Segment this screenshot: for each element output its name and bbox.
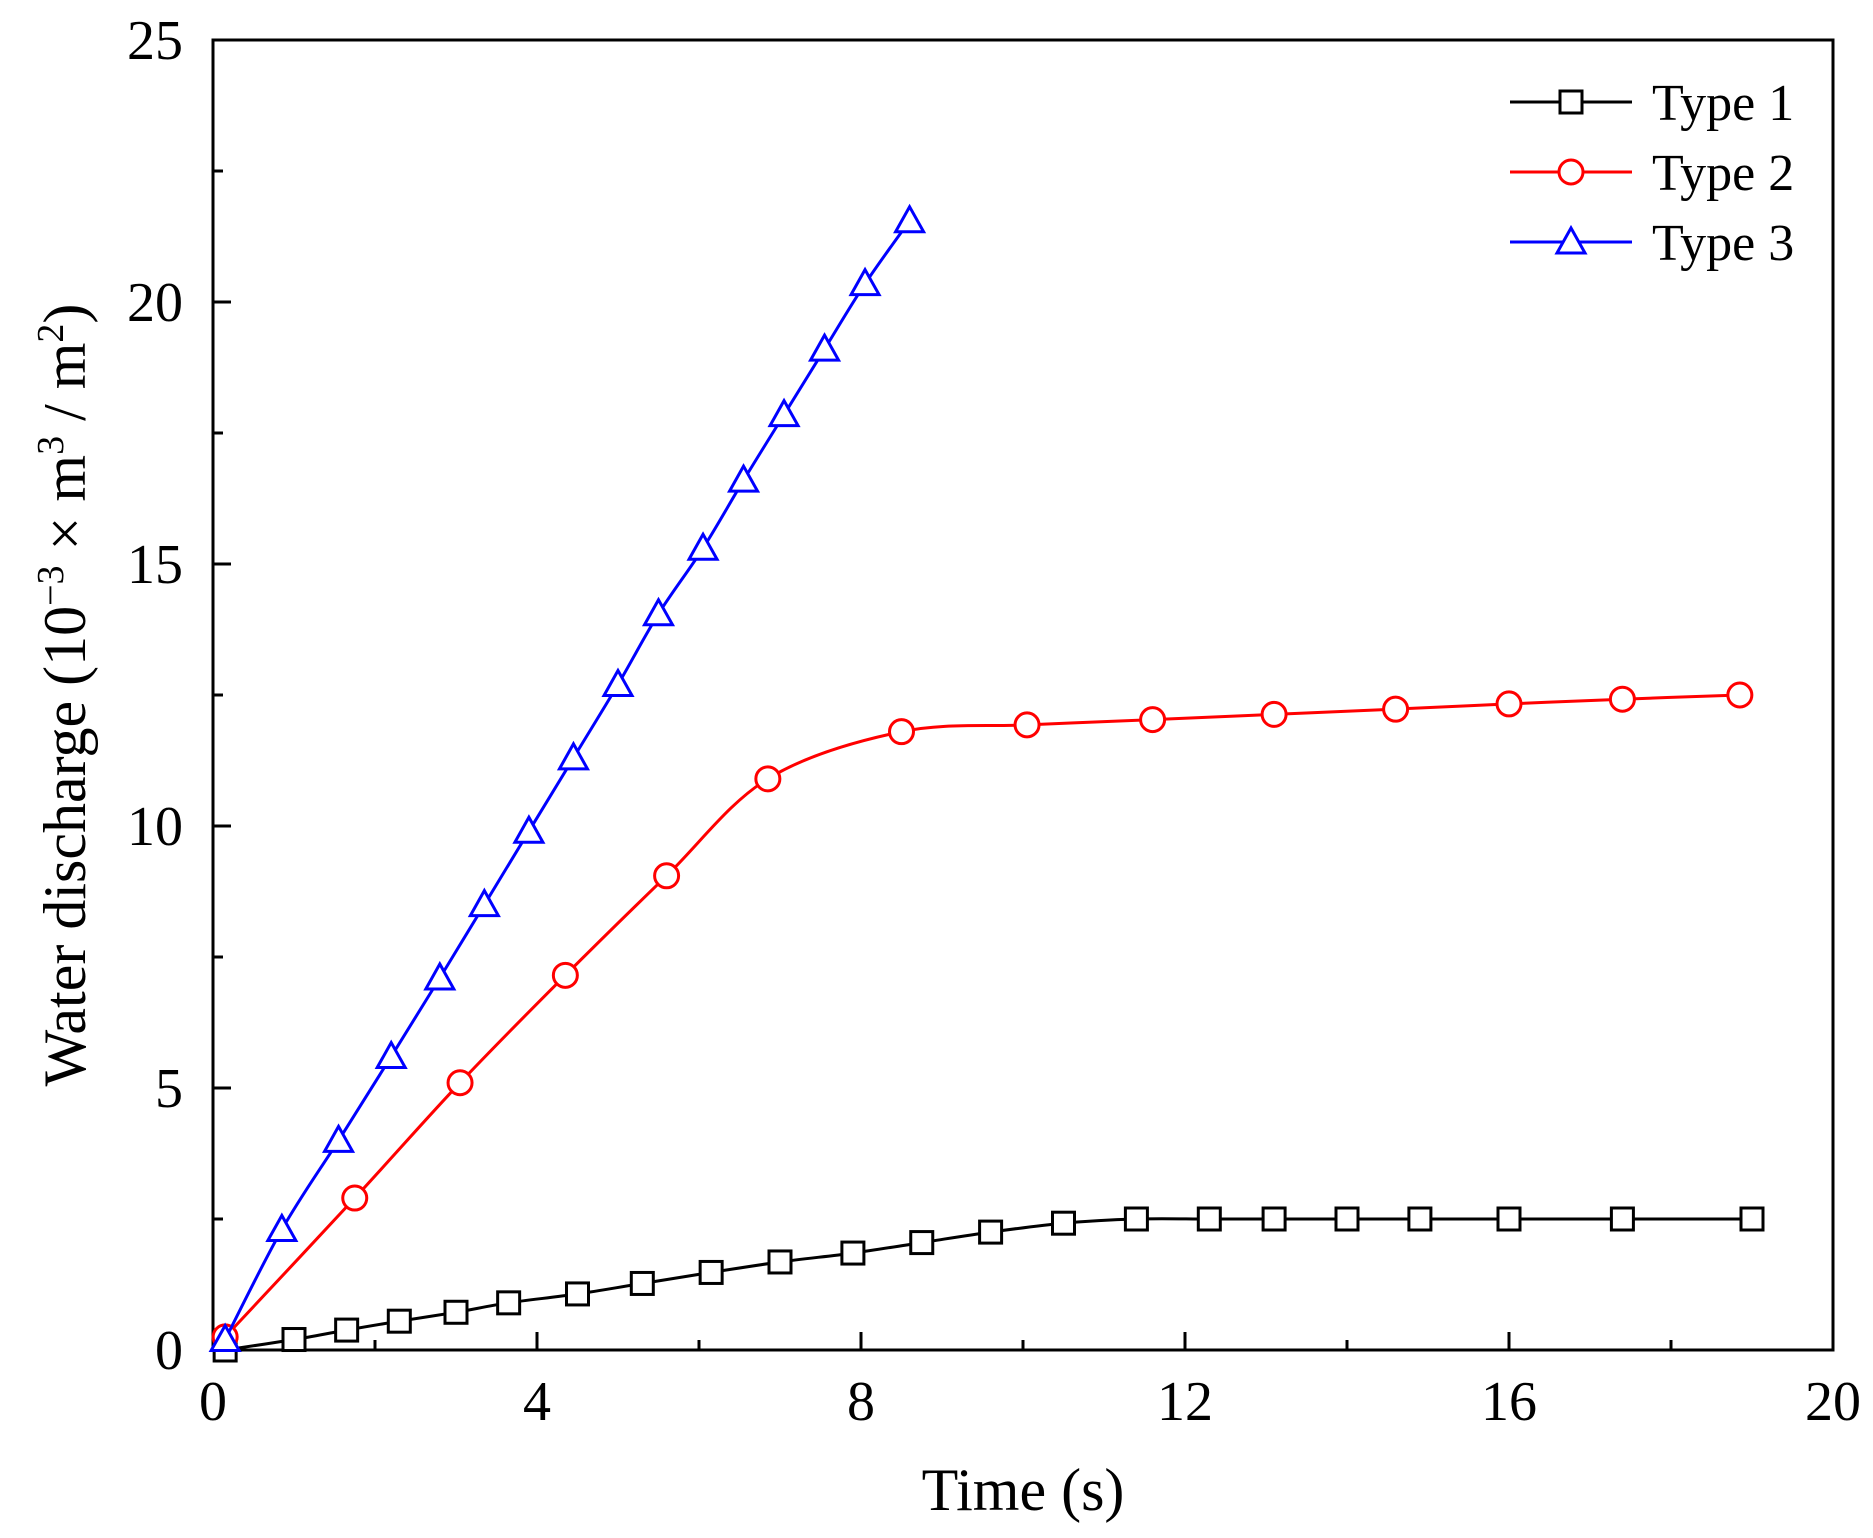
y-tick-label: 5 bbox=[155, 1058, 183, 1120]
data-point-circle bbox=[1013, 711, 1041, 739]
legend-label: Type 2 bbox=[1652, 145, 1794, 202]
data-point-square bbox=[443, 1299, 469, 1325]
data-point-triangle bbox=[726, 463, 761, 493]
y-tick-label: 15 bbox=[127, 534, 183, 596]
plot-area: 0 4 8 12 16 20 0 5 10 15 20 25 bbox=[127, 10, 1861, 1433]
data-point-square bbox=[1123, 1206, 1149, 1232]
data-point-circle bbox=[341, 1184, 369, 1212]
data-point-circle bbox=[551, 961, 579, 989]
data-point-square bbox=[281, 1327, 307, 1353]
y-axis-title-part: / m bbox=[32, 343, 98, 436]
data-point-triangle bbox=[423, 960, 457, 991]
data-point-square bbox=[1496, 1206, 1522, 1232]
data-point-square bbox=[1261, 1206, 1287, 1232]
data-point-square bbox=[978, 1219, 1004, 1245]
x-axis-title: Time (s) bbox=[922, 1457, 1125, 1523]
data-point-triangle bbox=[512, 814, 546, 844]
y-axis-title-superscript: 2 bbox=[30, 324, 72, 343]
legend: Type 1 Type 2 Type 3 bbox=[1510, 75, 1794, 272]
data-point-square bbox=[334, 1317, 360, 1343]
plot-frame bbox=[211, 38, 1835, 1352]
data-point-square bbox=[1739, 1206, 1765, 1232]
data-point-square bbox=[840, 1240, 866, 1266]
data-point-square bbox=[629, 1270, 655, 1296]
data-point-circle bbox=[653, 862, 681, 890]
y-axis-title: Water discharge (10−3 × m3 / m2) bbox=[30, 304, 98, 1087]
data-point-triangle bbox=[807, 332, 842, 362]
data-point-triangle bbox=[686, 531, 720, 561]
legend-marker-square bbox=[1558, 89, 1584, 115]
data-point-circle bbox=[1726, 681, 1754, 709]
data-point-triangle bbox=[848, 266, 882, 297]
legend-label: Type 3 bbox=[1652, 215, 1794, 272]
x-tick-label: 8 bbox=[847, 1371, 875, 1433]
x-tick-label: 20 bbox=[1805, 1371, 1861, 1433]
data-point-circle bbox=[754, 765, 782, 793]
y-axis-title-part: × m bbox=[32, 455, 98, 566]
data-point-circle bbox=[1260, 700, 1288, 728]
legend-marker-triangle bbox=[1554, 224, 1588, 255]
y-axis-title-superscript: 3 bbox=[30, 436, 72, 455]
y-tick-label: 0 bbox=[155, 1320, 183, 1382]
y-tick-label: 25 bbox=[127, 10, 183, 72]
y-axis-title-part: Water discharge (10 bbox=[32, 606, 98, 1087]
legend-marker-circle bbox=[1557, 158, 1585, 186]
data-point-square bbox=[386, 1308, 412, 1334]
data-point-triangle bbox=[893, 203, 927, 234]
data-point-triangle bbox=[767, 397, 801, 428]
data-point-triangle bbox=[208, 1322, 242, 1353]
data-point-circle bbox=[1495, 690, 1523, 718]
data-point-square bbox=[496, 1290, 522, 1316]
data-point-triangle bbox=[374, 1039, 408, 1070]
legend-label: Type 1 bbox=[1652, 75, 1794, 132]
data-point-square bbox=[1051, 1210, 1076, 1236]
x-tick-label: 12 bbox=[1157, 1371, 1213, 1433]
data-point-triangle bbox=[467, 887, 501, 918]
data-point-square bbox=[909, 1230, 935, 1256]
y-tick-label: 10 bbox=[127, 796, 183, 858]
data-point-circle bbox=[1608, 685, 1636, 713]
data-point-triangle bbox=[601, 667, 635, 698]
data-point-square bbox=[1196, 1206, 1222, 1232]
data-point-circle bbox=[446, 1069, 474, 1097]
series-line-type-3 bbox=[223, 219, 911, 1341]
data-point-circle bbox=[1139, 706, 1167, 734]
data-point-triangle bbox=[321, 1123, 356, 1153]
data-point-square bbox=[767, 1249, 793, 1275]
data-point-triangle bbox=[265, 1212, 299, 1242]
data-point-square bbox=[565, 1281, 590, 1307]
x-tick-label: 0 bbox=[199, 1371, 227, 1433]
y-axis-title-superscript: −3 bbox=[30, 565, 72, 605]
data-point-circle bbox=[888, 718, 915, 746]
data-point-square bbox=[1407, 1206, 1433, 1232]
data-point-triangle bbox=[556, 740, 591, 771]
data-point-square bbox=[698, 1259, 724, 1285]
data-point-square bbox=[1334, 1206, 1360, 1232]
x-tick-label: 16 bbox=[1481, 1371, 1537, 1433]
data-point-square bbox=[1609, 1206, 1635, 1232]
y-tick-label: 20 bbox=[127, 272, 183, 334]
data-point-circle bbox=[1382, 695, 1410, 723]
data-point-triangle bbox=[641, 596, 676, 627]
x-tick-label: 4 bbox=[523, 1371, 551, 1433]
y-axis-title-part: ) bbox=[32, 304, 98, 324]
